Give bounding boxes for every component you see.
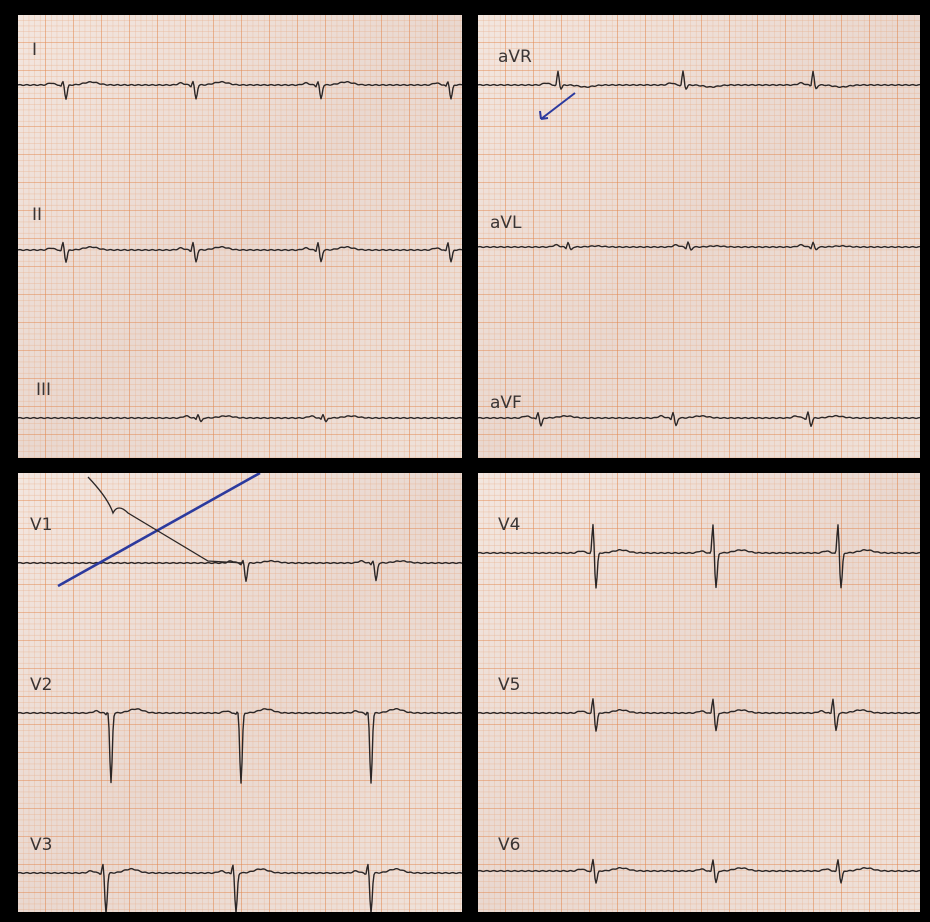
lead-label: III (36, 380, 51, 400)
lead-label: II (32, 205, 42, 225)
lead-label: V5 (498, 675, 520, 695)
ecg-panel: V1 V2 V3 (18, 473, 462, 913)
grid (478, 473, 920, 912)
lead-label: V6 (498, 835, 520, 855)
lead-label: aVR (498, 47, 532, 67)
lead-label: I (32, 40, 37, 60)
page: IIIIIIaVRaVLaVFV1V2V3V4V5V6 (() => { con… (0, 0, 930, 922)
lead-label: aVF (490, 393, 522, 413)
lead-label: aVL (490, 213, 522, 233)
ecg-panel: V4 V5 V6 (478, 473, 920, 912)
ecg-photo: IIIIIIaVRaVLaVFV1V2V3V4V5V6 (0, 0, 930, 922)
lead-label: V3 (30, 835, 52, 855)
lead-label: V4 (498, 515, 520, 535)
grid (18, 15, 462, 458)
lead-label: V1 (30, 515, 52, 535)
grid (478, 15, 920, 458)
ecg-panel: aVR aVL aVF (478, 15, 920, 458)
grid (18, 473, 462, 912)
lead-label: V2 (30, 675, 52, 695)
